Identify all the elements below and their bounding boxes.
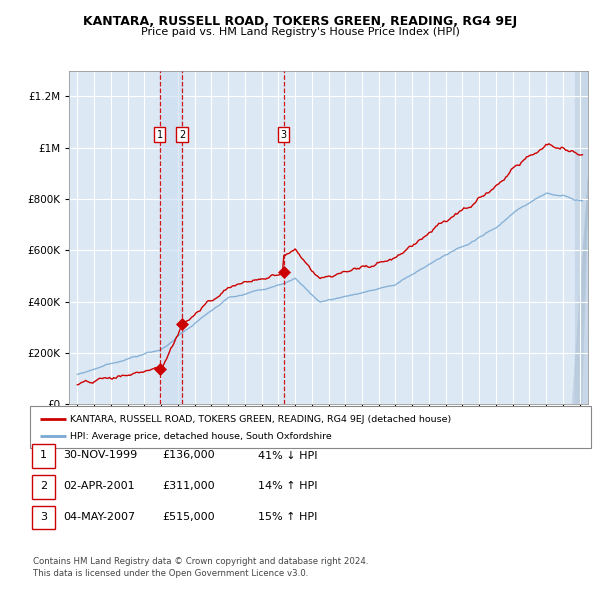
Text: 3: 3: [281, 130, 287, 140]
Text: £311,000: £311,000: [162, 481, 215, 491]
Text: KANTARA, RUSSELL ROAD, TOKERS GREEN, READING, RG4 9EJ: KANTARA, RUSSELL ROAD, TOKERS GREEN, REA…: [83, 15, 517, 28]
Text: HPI: Average price, detached house, South Oxfordshire: HPI: Average price, detached house, Sout…: [70, 432, 332, 441]
Text: This data is licensed under the Open Government Licence v3.0.: This data is licensed under the Open Gov…: [33, 569, 308, 578]
Text: 1: 1: [40, 451, 47, 460]
Bar: [160, 71, 182, 404]
Text: 41% ↓ HPI: 41% ↓ HPI: [258, 451, 317, 460]
Text: 30-NOV-1999: 30-NOV-1999: [63, 451, 137, 460]
Bar: [575, 71, 589, 404]
Text: 2: 2: [40, 481, 47, 491]
Text: £515,000: £515,000: [162, 512, 215, 522]
Text: 14% ↑ HPI: 14% ↑ HPI: [258, 481, 317, 491]
Text: 3: 3: [40, 512, 47, 522]
Text: 04-MAY-2007: 04-MAY-2007: [63, 512, 135, 522]
Text: 15% ↑ HPI: 15% ↑ HPI: [258, 512, 317, 522]
Text: 2: 2: [179, 130, 185, 140]
Text: 1: 1: [157, 130, 163, 140]
Text: Contains HM Land Registry data © Crown copyright and database right 2024.: Contains HM Land Registry data © Crown c…: [33, 558, 368, 566]
Text: KANTARA, RUSSELL ROAD, TOKERS GREEN, READING, RG4 9EJ (detached house): KANTARA, RUSSELL ROAD, TOKERS GREEN, REA…: [70, 415, 451, 424]
Text: £136,000: £136,000: [162, 451, 215, 460]
Text: Price paid vs. HM Land Registry's House Price Index (HPI): Price paid vs. HM Land Registry's House …: [140, 27, 460, 37]
Text: 02-APR-2001: 02-APR-2001: [63, 481, 134, 491]
